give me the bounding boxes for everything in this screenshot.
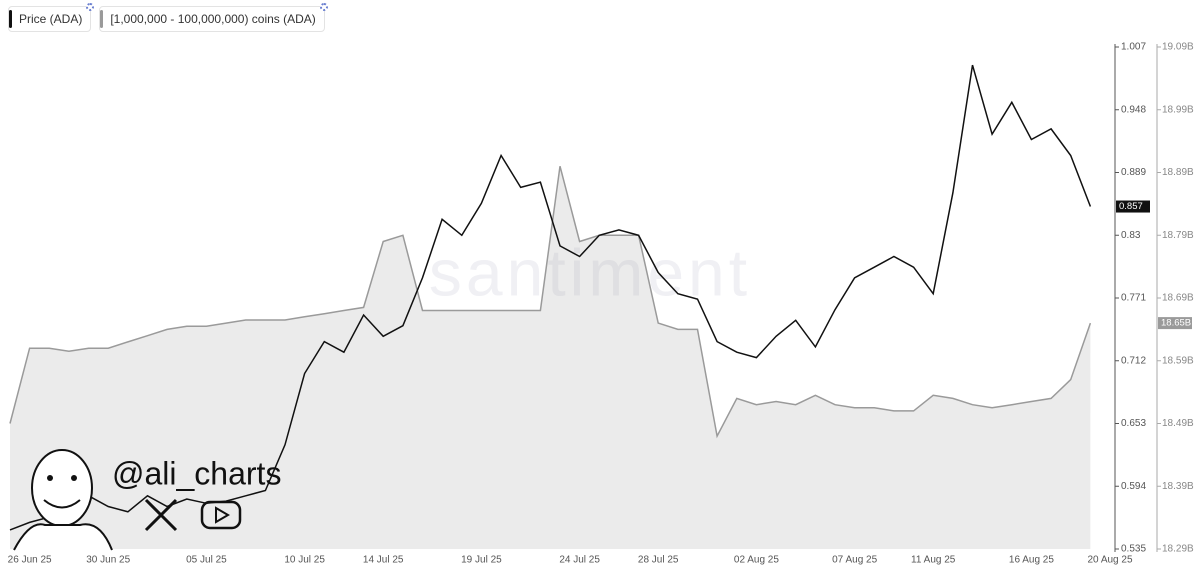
legend-swatch bbox=[9, 10, 12, 28]
y-tick-label: 0.594 bbox=[1121, 481, 1146, 492]
settings-icon[interactable] bbox=[86, 3, 95, 11]
last-value-label: 0.857 bbox=[1119, 201, 1143, 212]
x-tick-label: 11 Aug 25 bbox=[911, 555, 956, 566]
line bbox=[9, 64, 1092, 531]
logo-smile bbox=[43, 499, 81, 509]
y-tick-label: 0.948 bbox=[1121, 104, 1146, 115]
x-tick-label: 30 Jun 25 bbox=[86, 555, 130, 566]
y-tick-label: 0.653 bbox=[1121, 418, 1146, 429]
x-tick-label: 07 Aug 25 bbox=[832, 555, 877, 566]
logo-eye bbox=[47, 475, 53, 481]
legend-item[interactable]: [1,000,000 - 100,000,000) coins (ADA) bbox=[99, 3, 328, 32]
y-tick-label: 0.889 bbox=[1121, 167, 1146, 178]
last-value-badge bbox=[1158, 317, 1192, 330]
settings-icon[interactable] bbox=[319, 3, 328, 11]
y2-tick-label: 18.29B bbox=[1162, 544, 1194, 555]
y2-tick-label: 18.49B bbox=[1162, 418, 1194, 429]
area bbox=[10, 166, 1091, 549]
x-tick-label: 26 Jun 25 bbox=[8, 555, 52, 566]
y-tick-label: 0.771 bbox=[1121, 293, 1146, 304]
line bbox=[9, 166, 1092, 439]
x-tick-label: 20 Aug 25 bbox=[1087, 555, 1132, 566]
logo-shoulders bbox=[13, 523, 113, 551]
x-tick-label: 28 Jul 25 bbox=[638, 555, 679, 566]
y-tick-label: 0.83 bbox=[1121, 230, 1141, 241]
youtube-icon bbox=[200, 500, 242, 530]
y2-tick-label: 18.39B bbox=[1162, 481, 1194, 492]
logo-eye bbox=[71, 475, 77, 481]
x-tick-label: 14 Jul 25 bbox=[363, 555, 404, 566]
y-tick-label: 0.712 bbox=[1121, 355, 1146, 366]
y2-tick-label: 18.79B bbox=[1162, 230, 1194, 241]
logo: @ali_charts bbox=[13, 449, 281, 551]
last-value-label: 18.65B bbox=[1161, 318, 1191, 329]
y2-tick-label: 19.09B bbox=[1162, 42, 1194, 53]
y2-tick-label: 18.89B bbox=[1162, 167, 1194, 178]
last-value-badge bbox=[1116, 200, 1150, 213]
y2-tick-label: 18.69B bbox=[1162, 293, 1194, 304]
legend-swatch bbox=[100, 10, 104, 28]
x-tick-label: 10 Jul 25 bbox=[284, 555, 325, 566]
y2-tick-label: 18.99B bbox=[1162, 104, 1194, 115]
x-tick-label: 05 Jul 25 bbox=[186, 555, 227, 566]
legend-label: [1,000,000 - 100,000,000) coins (ADA) bbox=[110, 12, 316, 26]
youtube-play bbox=[215, 506, 230, 524]
plot bbox=[9, 64, 1092, 549]
x-tick-label: 02 Aug 25 bbox=[734, 555, 779, 566]
y-tick-label: 1.007 bbox=[1121, 42, 1146, 53]
x-tick-label: 24 Jul 25 bbox=[559, 555, 600, 566]
annotation: @ali_charts bbox=[112, 455, 281, 491]
legend-item[interactable]: Price (ADA) bbox=[8, 3, 95, 32]
y2-tick-label: 18.59B bbox=[1162, 355, 1194, 366]
y-tick-label: 0.535 bbox=[1121, 544, 1146, 555]
x-icon bbox=[144, 498, 178, 532]
logo-face bbox=[31, 449, 93, 527]
legend-label: Price (ADA) bbox=[19, 12, 83, 26]
x-tick-label: 16 Aug 25 bbox=[1009, 555, 1054, 566]
x-tick-label: 19 Jul 25 bbox=[461, 555, 502, 566]
